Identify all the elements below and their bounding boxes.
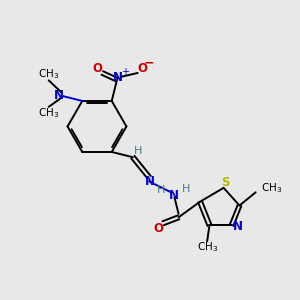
Text: N: N <box>169 189 179 202</box>
Text: N: N <box>54 88 64 102</box>
Text: O: O <box>154 222 164 235</box>
Text: H: H <box>157 184 166 195</box>
Text: CH$_3$: CH$_3$ <box>38 67 59 81</box>
Text: O: O <box>93 62 103 75</box>
Text: H: H <box>134 146 142 156</box>
Text: +: + <box>121 67 129 76</box>
Text: N: N <box>145 175 155 188</box>
Text: N: N <box>233 220 243 233</box>
Text: CH$_3$: CH$_3$ <box>261 181 282 195</box>
Text: CH$_3$: CH$_3$ <box>38 106 59 120</box>
Text: O: O <box>137 62 147 75</box>
Text: S: S <box>221 176 229 189</box>
Text: H: H <box>182 184 190 194</box>
Text: N: N <box>113 71 123 85</box>
Text: CH$_3$: CH$_3$ <box>196 240 218 254</box>
Text: −: − <box>144 56 155 69</box>
